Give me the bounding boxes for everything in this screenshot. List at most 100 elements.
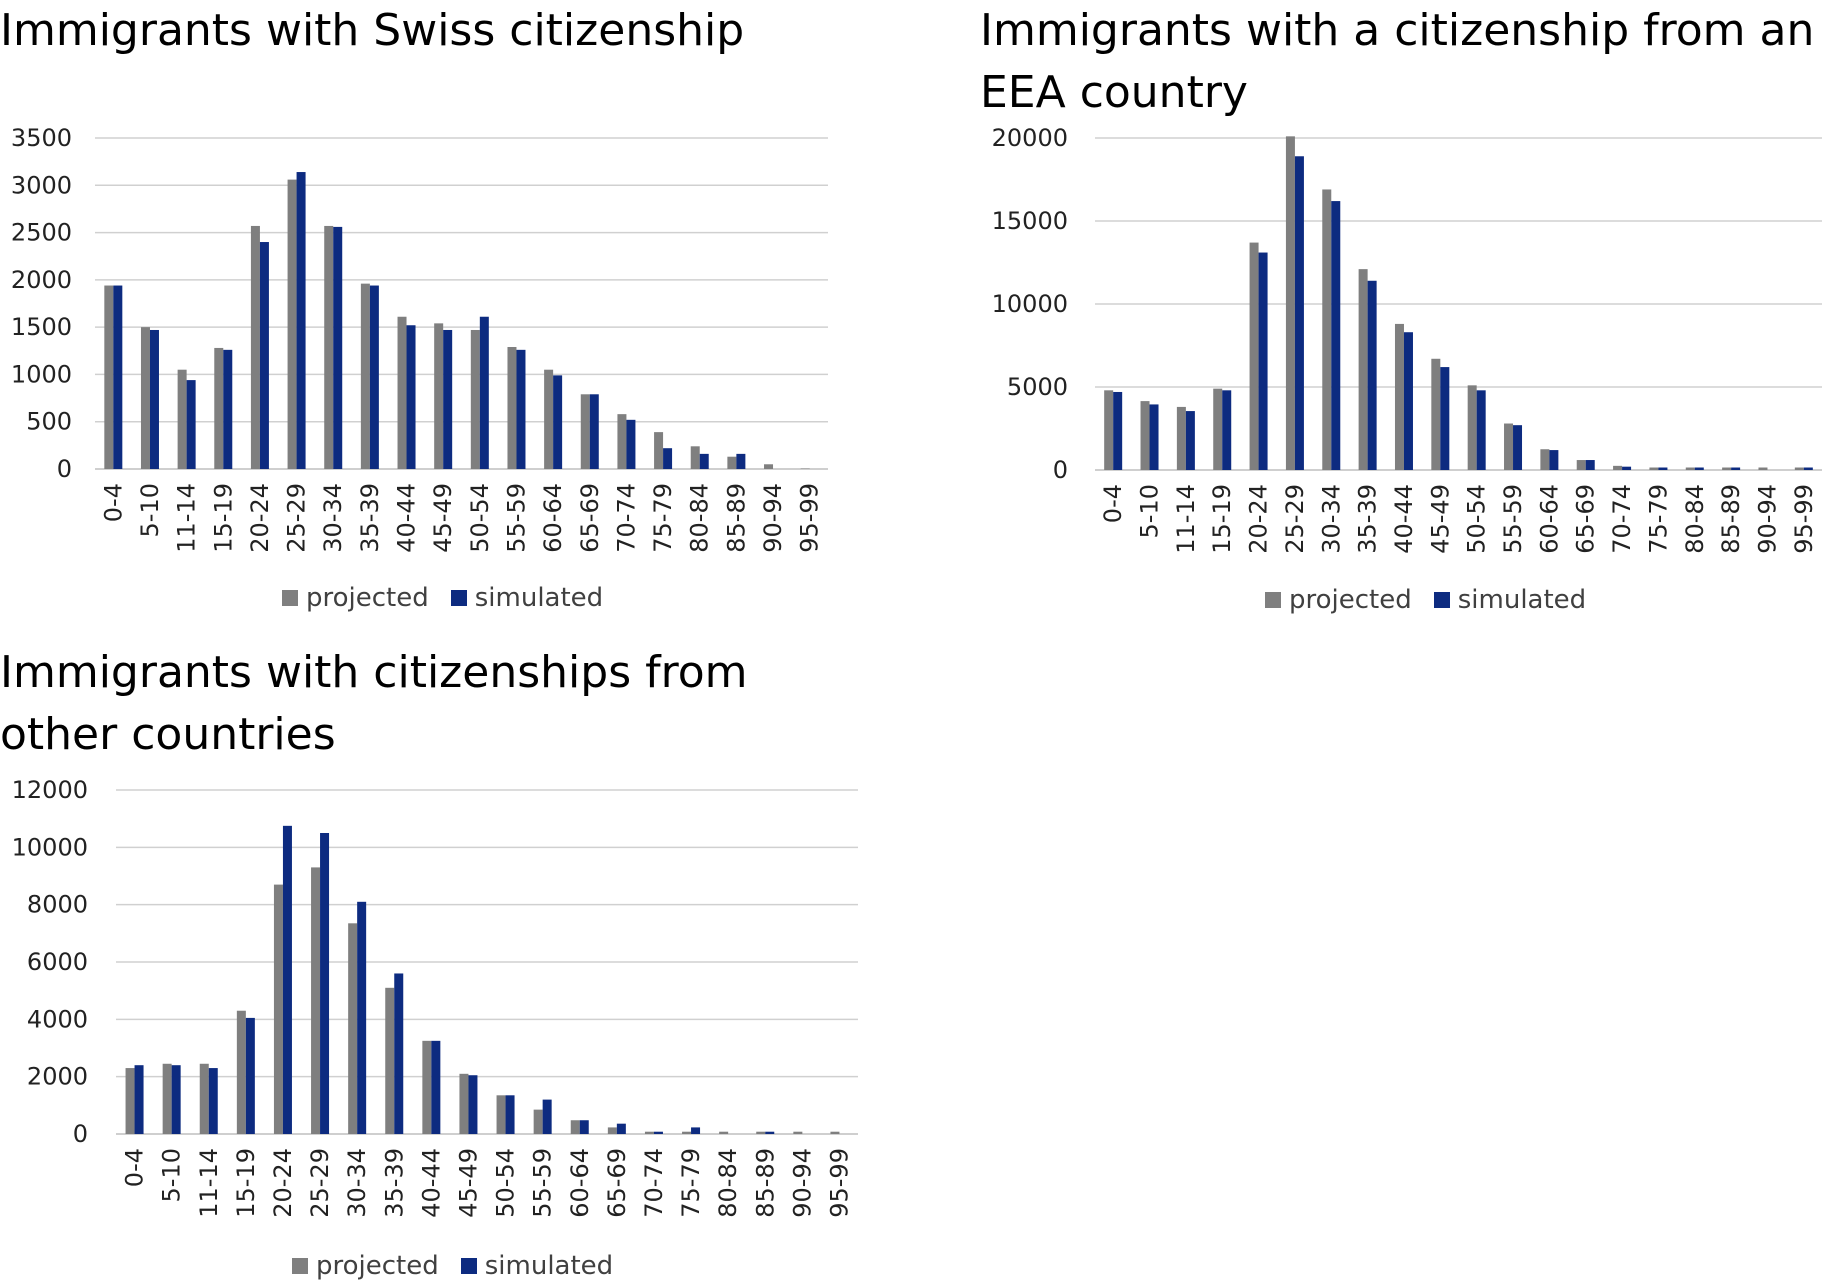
bar-simulated xyxy=(653,1131,663,1134)
x-tick-label: 50-54 xyxy=(1463,484,1491,554)
legend-item-projected: projected xyxy=(282,583,429,613)
bar-projected xyxy=(507,347,517,469)
bar-projected xyxy=(727,456,737,469)
x-tick-label: 70-74 xyxy=(1608,484,1636,554)
y-tick-label: 0 xyxy=(57,455,72,483)
bar-projected xyxy=(324,225,334,469)
simulated-swatch xyxy=(1433,592,1450,608)
y-tick-label: 15000 xyxy=(992,207,1068,235)
bar-simulated xyxy=(1149,404,1159,470)
y-tick-label: 4000 xyxy=(27,1005,88,1033)
bar-simulated xyxy=(394,973,404,1134)
bar-projected xyxy=(1758,467,1768,470)
bar-projected xyxy=(125,1068,135,1134)
bar-simulated xyxy=(1113,391,1123,470)
x-tick-label: 11-14 xyxy=(195,1148,223,1218)
bar-simulated xyxy=(1258,252,1268,470)
x-tick-label: 30-34 xyxy=(1317,484,1345,554)
bar-projected xyxy=(162,1063,172,1134)
y-tick-label: 8000 xyxy=(27,891,88,919)
bar-simulated xyxy=(1440,367,1450,470)
x-tick-label: 75-79 xyxy=(649,483,677,553)
bar-simulated xyxy=(149,329,159,469)
bar-projected xyxy=(199,1063,209,1134)
x-tick-label: 15-19 xyxy=(232,1148,260,1218)
x-tick-label: 40-44 xyxy=(1390,484,1418,554)
bar-projected xyxy=(644,1131,654,1134)
x-tick-label: 95-99 xyxy=(1790,484,1818,554)
x-tick-label: 90-94 xyxy=(1753,484,1781,554)
x-tick-label: 25-29 xyxy=(1281,484,1309,554)
chart-other: 0 2000 4000 6000 8000 10000 12000 0-4 5-10 11-14 1… xyxy=(12,776,858,1218)
x-tick-label: 30-34 xyxy=(343,1148,371,1218)
legend-label-simulated: simulated xyxy=(474,583,604,613)
x-tick-label: 65-69 xyxy=(576,483,604,553)
x-tick-label: 5-10 xyxy=(1136,484,1164,538)
legend-label-simulated: simulated xyxy=(1457,585,1587,615)
x-tick-label: 45-49 xyxy=(429,483,457,553)
legend-other: projected simulated xyxy=(292,1251,613,1281)
x-tick-label: 60-64 xyxy=(539,483,567,553)
x-tick-label: 85-89 xyxy=(751,1148,779,1218)
bar-projected xyxy=(1104,390,1114,470)
x-tick-label: 20-24 xyxy=(269,1148,297,1218)
x-tick-label: 20-24 xyxy=(246,483,274,553)
bar-simulated xyxy=(516,349,526,469)
legend-item-simulated: simulated xyxy=(460,1251,614,1281)
bar-projected xyxy=(1613,465,1623,470)
bar-projected xyxy=(793,1131,803,1134)
bar-simulated xyxy=(1585,460,1595,470)
bar-projected xyxy=(250,225,260,469)
x-tick-label: 85-89 xyxy=(1717,484,1745,554)
bar-projected xyxy=(1431,358,1441,470)
bar-projected xyxy=(360,283,370,469)
bar-projected xyxy=(140,327,150,469)
legend-swiss: projected simulated xyxy=(282,583,603,613)
y-tick-label: 0 xyxy=(73,1120,88,1148)
bar-projected xyxy=(1794,467,1804,470)
x-tick-label: 85-89 xyxy=(722,483,750,553)
bar-projected xyxy=(1540,449,1550,470)
bar-simulated xyxy=(1331,201,1341,470)
bar-projected xyxy=(1467,385,1477,470)
chart-title-other: Immigrants with citizenships from other … xyxy=(0,647,748,760)
x-tick-label: 0-4 xyxy=(121,1148,149,1187)
bar-projected xyxy=(533,1109,543,1134)
y-tick-label: 6000 xyxy=(27,948,88,976)
bar-projected xyxy=(273,884,283,1134)
bar-projected xyxy=(1213,388,1223,470)
legend-item-simulated: simulated xyxy=(450,583,604,613)
y-tick-label: 0 xyxy=(1053,456,1068,484)
x-tick-label: 55-59 xyxy=(529,1148,557,1218)
bar-simulated xyxy=(468,1075,478,1134)
y-tick-label: 20000 xyxy=(992,124,1068,152)
x-tick-label: 5-10 xyxy=(158,1148,186,1202)
y-tick-label: 2000 xyxy=(11,266,72,294)
bar-simulated xyxy=(431,1040,441,1134)
legend-label-simulated: simulated xyxy=(484,1251,614,1281)
bar-projected xyxy=(236,1010,246,1134)
bar-simulated xyxy=(1513,425,1523,470)
bar-simulated xyxy=(1694,467,1704,470)
x-tick-label: 60-64 xyxy=(566,1148,594,1218)
x-tick-label: 65-69 xyxy=(1572,484,1600,554)
bar-projected xyxy=(1176,406,1186,470)
bar-simulated xyxy=(357,901,367,1134)
legend-label-projected: projected xyxy=(316,1251,439,1281)
y-tick-label: 3500 xyxy=(11,124,72,152)
y-tick-label: 10000 xyxy=(12,833,88,861)
bar-simulated xyxy=(553,375,563,469)
chart-title-swiss: Immigrants with Swiss citizenship xyxy=(0,5,745,56)
bar-projected xyxy=(1576,460,1586,470)
bar-projected xyxy=(570,1120,580,1134)
bar-simulated xyxy=(691,1127,701,1134)
x-tick-label: 35-39 xyxy=(380,1148,408,1218)
x-tick-label: 55-59 xyxy=(1499,484,1527,554)
chart-swiss: 0 500 1000 1500 2000 2500 3000 3500 0-4 5-10 11-14… xyxy=(11,124,828,553)
bar-simulated xyxy=(245,1017,255,1134)
bar-simulated xyxy=(589,394,599,469)
x-tick-label: 45-49 xyxy=(454,1148,482,1218)
x-tick-label: 0-4 xyxy=(99,483,127,522)
x-tick-label: 11-14 xyxy=(1172,484,1200,554)
bar-simulated xyxy=(699,453,709,469)
